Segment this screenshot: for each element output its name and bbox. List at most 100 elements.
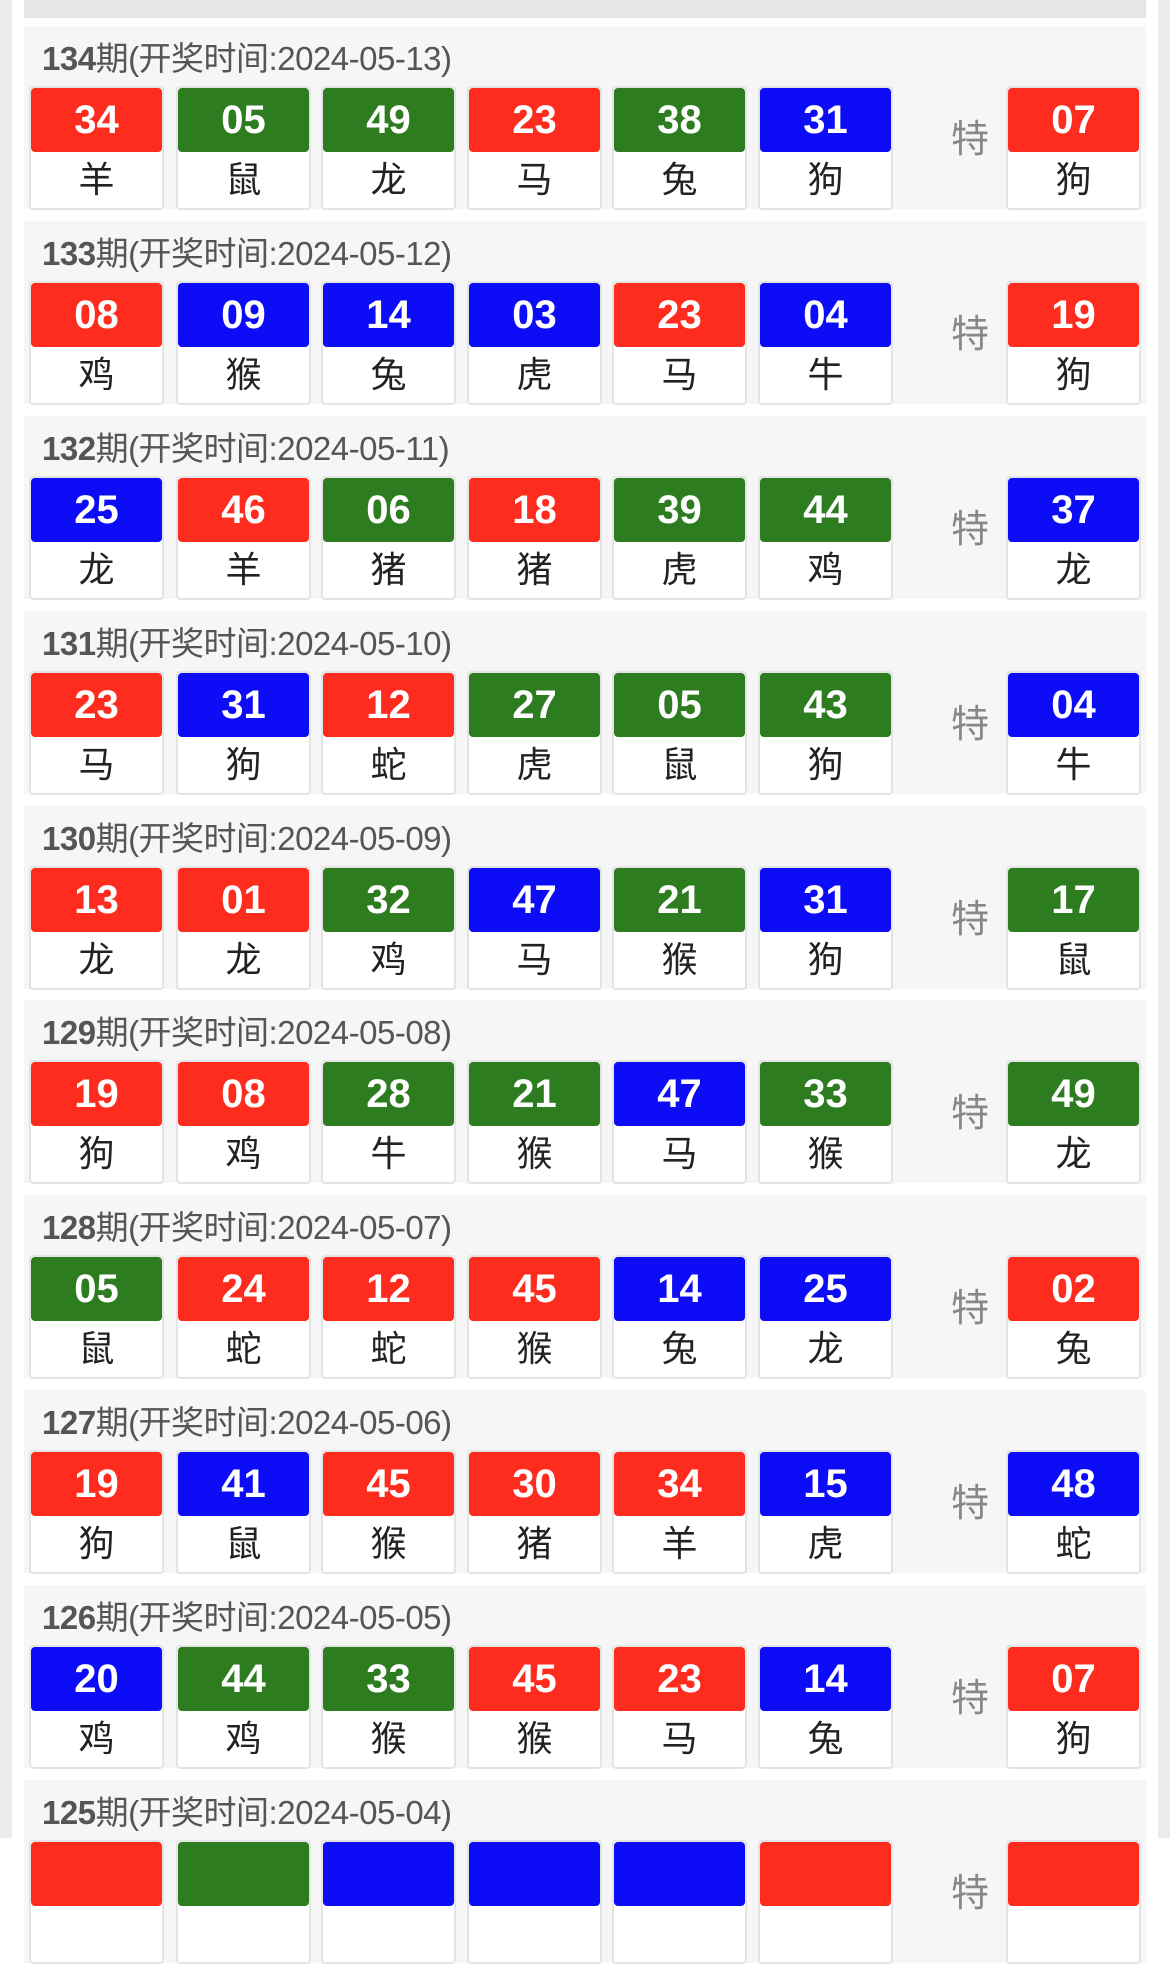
ball-number: 12 xyxy=(323,1257,454,1322)
draw-date: 期(开奖时间:2024-05-08) xyxy=(95,1014,452,1052)
ball-number: 19 xyxy=(31,1452,162,1517)
zodiac-label: 兔 xyxy=(661,1329,698,1371)
number-ball: 25 龙 xyxy=(758,1255,893,1380)
zodiac-label: 鸡 xyxy=(225,1719,262,1761)
draw-title: 130期(开奖时间:2024-05-09) xyxy=(42,812,452,860)
period-number: 128 xyxy=(42,1209,96,1247)
ball-number: 19 xyxy=(31,1062,162,1127)
zodiac-label: 虎 xyxy=(807,1524,844,1566)
ball-number xyxy=(1008,1842,1139,1907)
special-ball: 07 狗 xyxy=(1006,86,1141,210)
number-ball: 47 马 xyxy=(612,1060,747,1185)
number-ball: 03 虎 xyxy=(467,280,602,405)
number-ball: 45 猴 xyxy=(467,1645,602,1770)
zodiac-label: 蛇 xyxy=(225,1329,262,1371)
draw-date: 期(开奖时间:2024-05-12) xyxy=(95,234,452,272)
ball-number: 41 xyxy=(178,1452,309,1517)
ball-number: 45 xyxy=(323,1452,454,1517)
ball-number: 43 xyxy=(760,672,891,737)
draw-record: 131期(开奖时间:2024-05-10) 23 马 31 狗 12 蛇 27 虎 05 鼠 43 狗 特… xyxy=(24,610,1146,795)
special-ball: 49 龙 xyxy=(1006,1060,1141,1185)
special-label: 特 xyxy=(950,1091,989,1136)
zodiac-label: 龙 xyxy=(1055,1134,1092,1176)
number-ball: 19 狗 xyxy=(29,1060,164,1185)
number-ball: 34 羊 xyxy=(612,1450,747,1575)
special-ball: 07 狗 xyxy=(1006,1645,1141,1770)
ball-number: 25 xyxy=(760,1257,891,1322)
number-ball: 23 马 xyxy=(29,670,164,795)
zodiac-label: 鸡 xyxy=(78,1719,115,1761)
zodiac-label: 鸡 xyxy=(807,549,844,591)
draw-record: 130期(开奖时间:2024-05-09) 13 龙 01 龙 32 鸡 47 马 21 猴 31 狗 特… xyxy=(24,805,1146,990)
number-ball: 39 虎 xyxy=(612,475,747,600)
special-label: 特 xyxy=(950,701,989,746)
number-ball xyxy=(29,1840,164,1965)
draw-date: 期(开奖时间:2024-05-07) xyxy=(95,1209,452,1247)
special-ball: 37 龙 xyxy=(1006,475,1141,600)
ball-number: 14 xyxy=(760,1647,891,1712)
zodiac-label: 兔 xyxy=(661,160,698,201)
number-ball xyxy=(176,1840,311,1965)
ball-number: 14 xyxy=(614,1257,745,1322)
zodiac-label: 猴 xyxy=(370,1524,407,1566)
ball-number xyxy=(31,1842,162,1907)
ball-number: 31 xyxy=(760,867,891,932)
period-number: 132 xyxy=(42,429,96,467)
zodiac-label: 蛇 xyxy=(1055,1524,1092,1566)
ball-number: 34 xyxy=(614,1452,745,1517)
ball-number: 47 xyxy=(469,867,600,932)
ball-number: 32 xyxy=(323,867,454,932)
ball-number: 31 xyxy=(760,88,891,152)
number-ball: 43 狗 xyxy=(758,670,893,795)
ball-number: 23 xyxy=(614,1647,745,1712)
zodiac-label: 鼠 xyxy=(1055,939,1092,981)
period-number: 130 xyxy=(42,819,96,857)
ball-number: 19 xyxy=(1008,282,1139,347)
top-bar xyxy=(24,0,1146,18)
zodiac-label: 龙 xyxy=(225,939,262,981)
special-ball: 48 蛇 xyxy=(1006,1450,1141,1575)
number-ball xyxy=(467,1840,602,1965)
ball-number: 33 xyxy=(760,1062,891,1127)
number-ball: 45 猴 xyxy=(321,1450,456,1575)
number-ball: 05 鼠 xyxy=(176,86,311,210)
draw-record: 134期(开奖时间:2024-05-13) 34 羊 05 鼠 49 龙 23 马 38 兔 31 狗 特… xyxy=(24,26,1146,210)
special-ball: 02 兔 xyxy=(1006,1255,1141,1380)
ball-number: 21 xyxy=(469,1062,600,1127)
zodiac-label: 牛 xyxy=(807,354,844,396)
zodiac-label xyxy=(469,1906,600,1962)
ball-number: 44 xyxy=(760,477,891,542)
ball-number: 03 xyxy=(469,282,600,347)
zodiac-label: 牛 xyxy=(370,1134,407,1176)
draw-title: 132期(开奖时间:2024-05-11) xyxy=(42,422,450,470)
number-ball: 20 鸡 xyxy=(29,1645,164,1770)
period-number: 126 xyxy=(42,1599,96,1637)
zodiac-label: 猴 xyxy=(516,1329,553,1371)
number-ball: 21 猴 xyxy=(612,865,747,990)
ball-number: 48 xyxy=(1008,1452,1139,1517)
zodiac-label: 狗 xyxy=(78,1134,115,1176)
number-ball: 14 兔 xyxy=(758,1645,893,1770)
number-ball: 23 马 xyxy=(612,1645,747,1770)
zodiac-label: 猪 xyxy=(516,549,553,591)
zodiac-label xyxy=(614,1906,745,1962)
ball-number: 25 xyxy=(31,477,162,542)
draw-title: 133期(开奖时间:2024-05-12) xyxy=(42,227,452,275)
ball-number: 08 xyxy=(178,1062,309,1127)
ball-number: 45 xyxy=(469,1257,600,1322)
number-ball: 12 蛇 xyxy=(321,1255,456,1380)
number-ball: 27 虎 xyxy=(467,670,602,795)
number-ball: 31 狗 xyxy=(758,865,893,990)
number-ball: 14 兔 xyxy=(612,1255,747,1380)
special-label: 特 xyxy=(950,506,989,551)
draw-date: 期(开奖时间:2024-05-09) xyxy=(95,819,452,857)
ball-number: 30 xyxy=(469,1452,600,1517)
number-ball: 09 猴 xyxy=(176,280,311,405)
period-number: 134 xyxy=(42,40,96,77)
number-ball: 12 蛇 xyxy=(321,670,456,795)
zodiac-label: 龙 xyxy=(78,549,115,591)
draw-title: 129期(开奖时间:2024-05-08) xyxy=(42,1006,452,1054)
number-ball: 45 猴 xyxy=(467,1255,602,1380)
zodiac-label: 虎 xyxy=(516,354,553,396)
zodiac-label: 鼠 xyxy=(661,744,698,786)
